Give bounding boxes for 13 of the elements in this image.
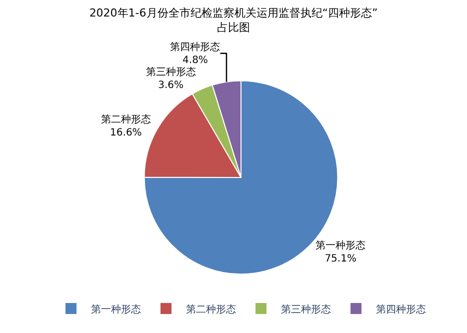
legend-label: 第三种形态 bbox=[281, 303, 331, 316]
legend-label: 第二种形态 bbox=[186, 303, 236, 316]
slice-label: 第三种形态 bbox=[146, 66, 196, 78]
chart-title: 2020年1-6月份全市纪检监察机关运用监督执纪“四种形态” 占比图 bbox=[89, 6, 378, 34]
data-label: 16.6% bbox=[110, 128, 142, 139]
slice-label: 第一种形态 bbox=[316, 240, 366, 252]
legend-label: 第一种形态 bbox=[91, 303, 141, 316]
slice-label: 第四种形态 bbox=[170, 40, 220, 53]
data-label: 75.1% bbox=[324, 254, 356, 265]
legend-label: 第四种形态 bbox=[376, 303, 426, 316]
data-label: 3.6% bbox=[158, 80, 184, 91]
slice-label: 第二种形态 bbox=[100, 114, 151, 126]
data-label: 4.8% bbox=[182, 54, 208, 66]
